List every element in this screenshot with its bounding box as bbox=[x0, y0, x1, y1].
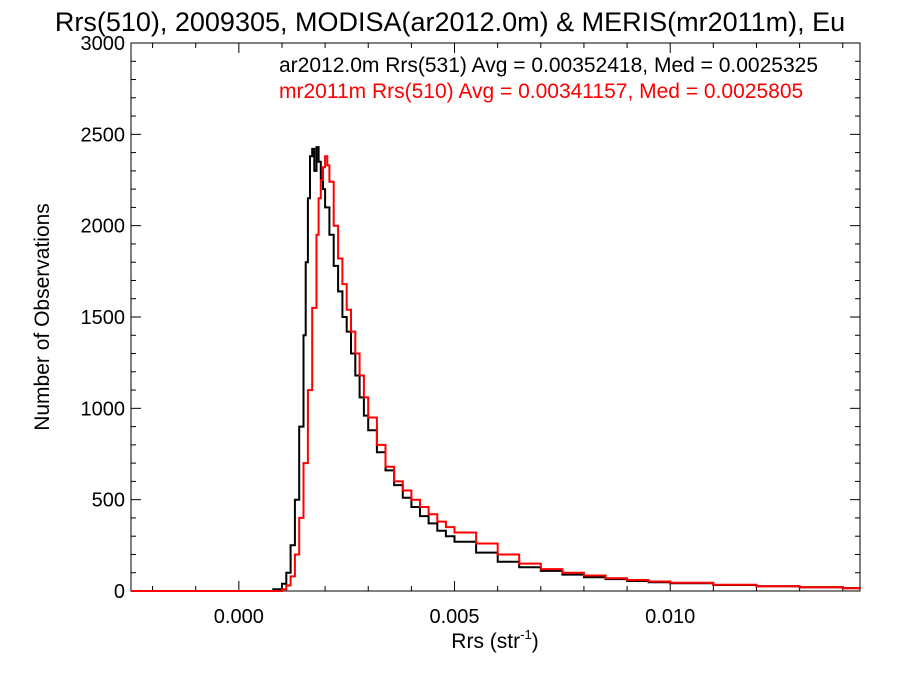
plot-frame bbox=[130, 42, 861, 592]
x-tick-label: 0.010 bbox=[645, 606, 695, 628]
chart-title: Rrs(510), 2009305, MODISA(ar2012.0m) & M… bbox=[55, 7, 845, 37]
y-tick-label: 500 bbox=[92, 490, 125, 512]
x-axis-label-superscript: -1 bbox=[520, 627, 532, 642]
legend-entry-1: ar2012.0m Rrs(531) Avg = 0.00352418, Med… bbox=[279, 54, 818, 77]
y-tick-label: 1500 bbox=[81, 307, 126, 329]
legend: ar2012.0m Rrs(531) Avg = 0.00352418, Med… bbox=[279, 54, 818, 103]
series-line-2 bbox=[131, 155, 861, 592]
x-axis-ticks: 0.000 0.005 0.010 bbox=[152, 43, 844, 628]
series-line-1 bbox=[131, 146, 861, 592]
x-axis-label-close: ) bbox=[532, 630, 539, 653]
x-axis-label: Rrs (str-1) bbox=[451, 627, 538, 653]
y-tick-label: 2000 bbox=[81, 216, 126, 238]
x-tick-label: 0.005 bbox=[429, 606, 479, 628]
y-axis-ticks: 0 500 1000 1500 2000 2500 3000 bbox=[81, 33, 860, 603]
y-axis-label: Number of Observations bbox=[31, 203, 54, 431]
y-tick-label: 0 bbox=[114, 581, 125, 603]
y-tick-label: 2500 bbox=[81, 124, 126, 146]
y-tick-label: 1000 bbox=[81, 398, 126, 420]
series-lines bbox=[131, 146, 861, 592]
legend-entry-2: mr2011m Rrs(510) Avg = 0.00341157, Med =… bbox=[279, 80, 803, 103]
y-tick-label: 3000 bbox=[81, 33, 126, 55]
x-tick-label: 0.000 bbox=[214, 606, 264, 628]
x-axis-label-main: Rrs (str bbox=[451, 630, 520, 653]
